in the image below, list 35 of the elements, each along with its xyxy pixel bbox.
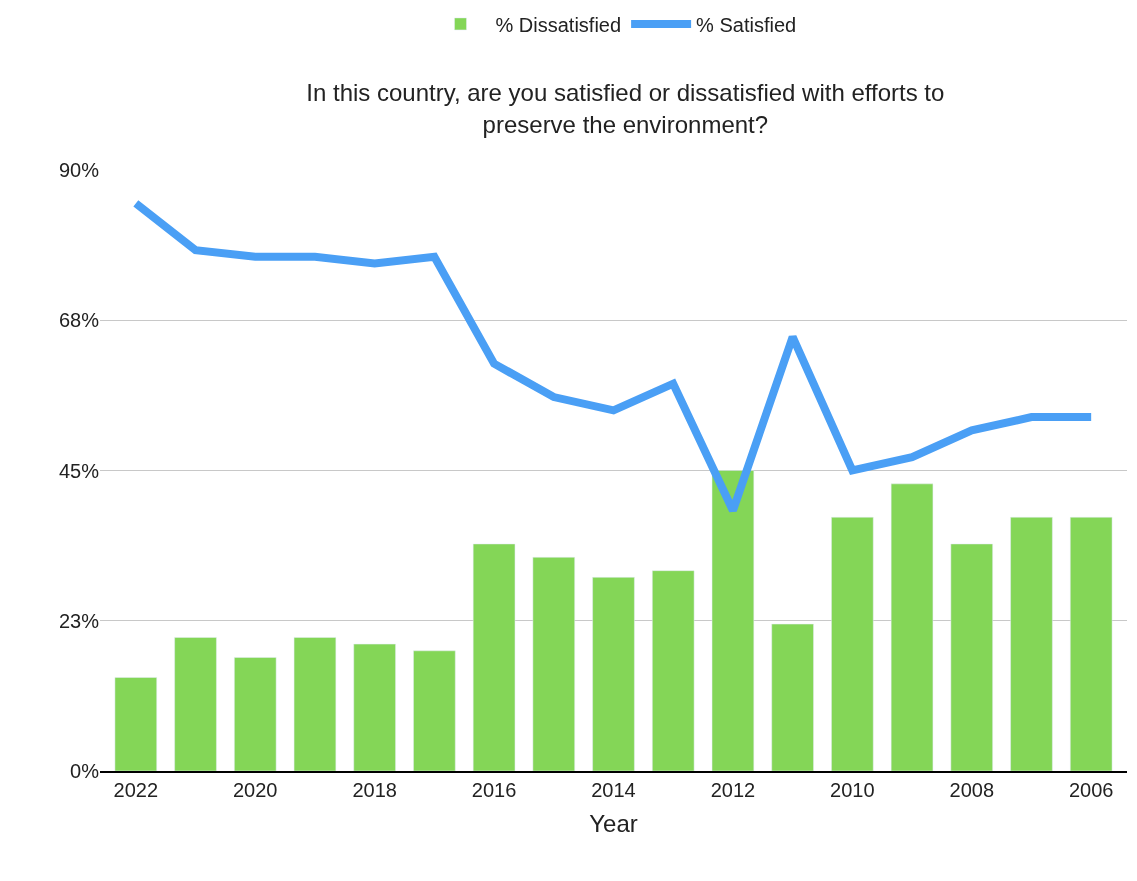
y-tick-label: 45% xyxy=(58,459,100,482)
x-tick-label: 2022 xyxy=(113,779,159,801)
x-tick-label: 2018 xyxy=(352,779,397,801)
bar xyxy=(532,557,575,771)
bar xyxy=(592,577,635,771)
bar xyxy=(353,643,396,771)
legend-label: % Dissatisfied xyxy=(495,13,622,36)
bar xyxy=(890,483,934,771)
x-tick-label: 2012 xyxy=(710,779,756,801)
y-tick-label: 68% xyxy=(58,309,100,332)
bar xyxy=(1010,516,1053,771)
bar xyxy=(174,637,217,771)
bar xyxy=(831,516,874,771)
y-tick-label: 23% xyxy=(58,609,100,632)
x-tick-label: 2020 xyxy=(232,779,278,801)
x-tick-label: 2016 xyxy=(471,779,517,801)
bar xyxy=(771,623,814,771)
legend-label: % Satisfied xyxy=(696,13,797,36)
bar xyxy=(1070,516,1113,771)
y-tick-label: 0% xyxy=(70,760,100,782)
x-tick-label: 2006 xyxy=(1068,779,1114,801)
chart-title: In this country, are you satisfied or dissatisfied with efforts to preserve the environment? xyxy=(306,79,945,138)
bar xyxy=(652,570,695,771)
bar xyxy=(472,543,516,771)
bar xyxy=(234,657,277,771)
bar xyxy=(711,470,755,771)
x-tick-label: 2008 xyxy=(949,779,995,801)
bar xyxy=(950,543,993,771)
y-tick-label: 90% xyxy=(58,159,100,181)
bar xyxy=(413,650,456,771)
x-axis-title: Year xyxy=(589,809,638,837)
x-tick-label: 2014 xyxy=(591,779,636,801)
x-tick-label: 2010 xyxy=(830,779,875,801)
bar xyxy=(114,677,157,771)
bar xyxy=(293,637,337,771)
